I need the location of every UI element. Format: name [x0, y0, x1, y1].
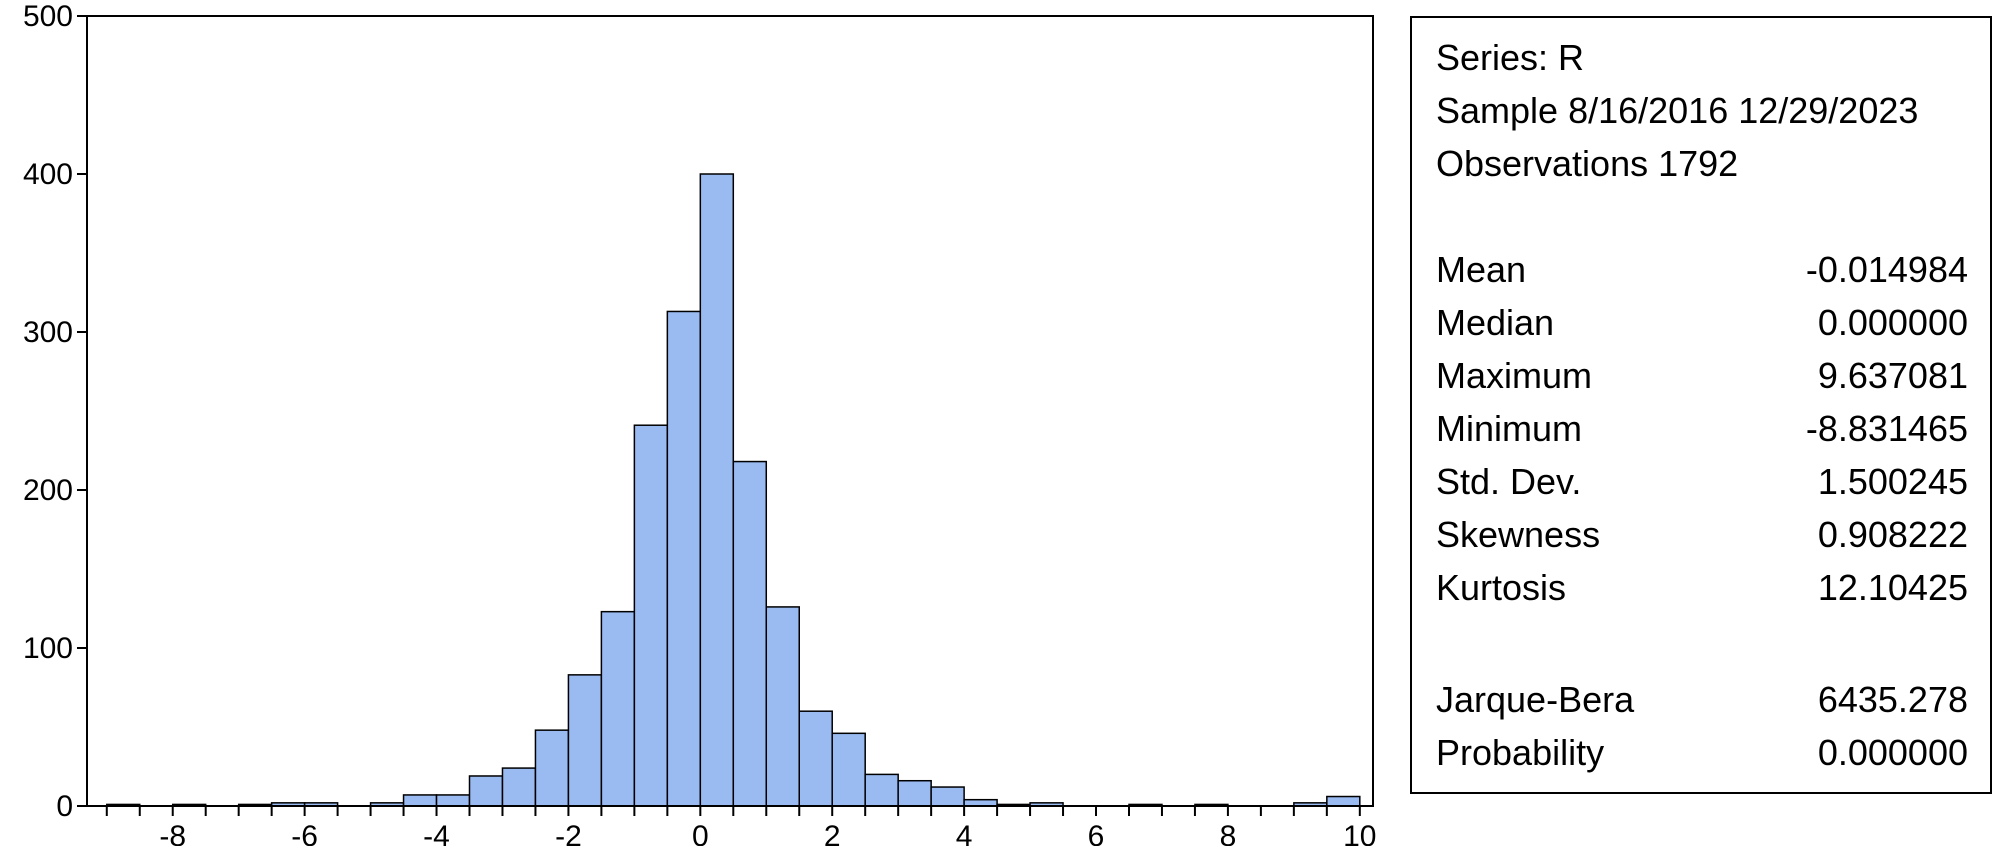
x-tick-label: 6 [1088, 820, 1105, 846]
x-tick-label: -6 [291, 820, 318, 846]
histogram-bar [1326, 795, 1361, 807]
stat-label: Jarque-Bera [1436, 679, 1635, 720]
y-tick-label: 0 [56, 790, 73, 823]
stat-label: Probability [1436, 732, 1605, 773]
stat-value: -0.014984 [1805, 249, 1968, 290]
stat-row-probability: Probability 0.000000 [1436, 733, 1968, 773]
x-tick-label: -2 [555, 820, 582, 846]
observations-count: Observations 1792 [1436, 143, 1739, 184]
descriptive-stats-panel: Series: R Sample 8/16/2016 12/29/2023 Ob… [1410, 16, 1992, 794]
stat-value: 1.500245 [1817, 461, 1968, 502]
histogram-bar [798, 710, 833, 807]
stat-value: 12.10425 [1817, 567, 1968, 608]
stat-row-mean: Mean -0.014984 [1436, 250, 1968, 290]
x-tick-label: -8 [159, 820, 186, 846]
stat-value: 6435.278 [1817, 679, 1968, 720]
x-tick-label: 2 [824, 820, 841, 846]
histogram-bar [732, 460, 768, 807]
histogram-bar [930, 786, 965, 807]
histogram-bar [501, 767, 537, 807]
stat-value: 0.000000 [1817, 732, 1968, 773]
y-tick-label: 100 [23, 632, 73, 665]
histogram-bar [633, 424, 669, 807]
stat-row-median: Median 0.000000 [1436, 303, 1968, 343]
x-axis: -8 -6 -4 -2 0 2 4 6 8 10 [105, 806, 1376, 846]
y-tick-label: 500 [23, 0, 73, 33]
y-tick-label: 200 [23, 474, 73, 507]
bars-group [106, 173, 1361, 807]
stat-row-kurtosis: Kurtosis 12.10425 [1436, 568, 1968, 608]
histogram-bar [831, 732, 866, 807]
stat-label: Mean [1436, 249, 1527, 290]
histogram-bar [468, 775, 504, 807]
x-tick-label: 8 [1220, 820, 1237, 846]
stat-row-minimum: Minimum -8.831465 [1436, 409, 1968, 449]
stat-row-jarque-bera: Jarque-Bera 6435.278 [1436, 680, 1968, 720]
plot-frame [86, 15, 1374, 807]
histogram-bar [402, 794, 438, 807]
y-axis: 0 100 200 300 400 500 [23, 0, 87, 823]
stat-value: -8.831465 [1805, 408, 1968, 449]
histogram-bar [534, 729, 570, 807]
stat-row-skewness: Skewness 0.908222 [1436, 515, 1968, 555]
stat-row-maximum: Maximum 9.637081 [1436, 356, 1968, 396]
histogram-bar [666, 310, 702, 807]
stat-value: 0.908222 [1817, 514, 1968, 555]
histogram-bar [897, 779, 932, 807]
histogram-bar [765, 606, 800, 807]
stat-label: Maximum [1436, 355, 1593, 396]
x-tick-label: -4 [423, 820, 450, 846]
stat-value: 0.000000 [1817, 302, 1968, 343]
stat-label: Kurtosis [1436, 567, 1567, 608]
x-tick-label: 0 [692, 820, 709, 846]
y-tick-label: 300 [23, 316, 73, 349]
histogram-bar [864, 773, 899, 807]
histogram-bar [699, 173, 735, 807]
sample-range: Sample 8/16/2016 12/29/2023 [1436, 90, 1919, 131]
histogram-bar [567, 674, 603, 807]
stat-label: Minimum [1436, 408, 1583, 449]
stat-label: Skewness [1436, 514, 1601, 555]
y-tick-label: 400 [23, 158, 73, 191]
stat-value: 9.637081 [1817, 355, 1968, 396]
x-tick-label: 4 [956, 820, 973, 846]
histogram-bar [600, 610, 636, 807]
series-name: Series: R [1436, 37, 1585, 78]
stat-label: Std. Dev. [1436, 461, 1582, 502]
stat-row-std-dev: Std. Dev. 1.500245 [1436, 462, 1968, 502]
stat-label: Median [1436, 302, 1555, 343]
x-tick-label: 10 [1343, 820, 1376, 846]
histogram-bar [435, 794, 471, 807]
